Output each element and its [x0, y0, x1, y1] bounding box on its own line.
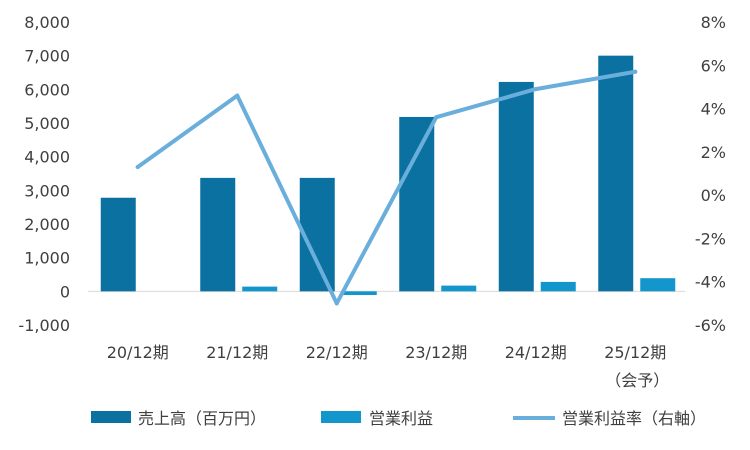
- left-axis-tick-label: 5,000: [24, 114, 70, 133]
- operating-margin-point: [533, 87, 538, 92]
- x-axis-category-label: 23/12期: [405, 343, 467, 362]
- right-axis-tick-label: -6%: [695, 316, 726, 335]
- x-axis-category-label: 25/12期: [604, 343, 666, 362]
- line-series: [135, 69, 638, 306]
- right-axis-tick-label: 4%: [701, 100, 726, 119]
- right-axis-tick-label: 2%: [701, 143, 726, 162]
- operating-margin-point: [334, 301, 339, 306]
- operating-margin-point: [434, 115, 439, 120]
- bar-operating-profit: [540, 281, 576, 292]
- left-axis-tick-label: -1,000: [18, 316, 70, 335]
- legend-swatch: [91, 411, 131, 423]
- bar-operating-profit: [640, 278, 676, 292]
- bar-operating-profit: [341, 291, 377, 296]
- legend-label: 営業利益: [369, 409, 433, 428]
- x-axis-category-sublabel: （会予）: [605, 371, 669, 390]
- bar-operating-profit: [242, 286, 278, 292]
- right-axis-tick-label: -2%: [695, 229, 726, 248]
- operating-margin-point: [235, 93, 240, 98]
- x-axis-category-label: 24/12期: [505, 343, 567, 362]
- legend-label: 売上高（百万円）: [138, 409, 266, 428]
- legend-swatch: [321, 411, 361, 423]
- left-axis-tick-label: 6,000: [24, 80, 70, 99]
- right-axis-tick-label: 0%: [701, 186, 726, 205]
- x-axis-category-label: 20/12期: [107, 343, 169, 362]
- operating-margin-point: [633, 69, 638, 74]
- legend: 売上高（百万円） 営業利益 営業利益率（右軸）: [91, 409, 706, 428]
- right-axis-tick-label: 8%: [701, 13, 726, 32]
- x-axis-category-labels: 20/12期 21/12期 22/12期 23/12期 24/12期 25/12期 （会予）: [107, 343, 670, 390]
- left-axis-tick-label: 0: [60, 282, 70, 301]
- left-axis-tick-label: 4,000: [24, 148, 70, 167]
- right-axis-tick-labels: 8% 6% 4% 2% 0% -2% -4% -6%: [695, 13, 726, 335]
- left-axis-tick-labels: 8,000 7,000 6,000 5,000 4,000 3,000 2,000 1,000…: [18, 13, 70, 335]
- x-axis-category-label: 22/12期: [306, 343, 368, 362]
- right-axis-tick-label: -4%: [695, 273, 726, 292]
- bar-sales: [100, 197, 136, 292]
- left-axis-tick-label: 8,000: [24, 13, 70, 32]
- bar-sales: [399, 116, 435, 292]
- left-axis-tick-label: 3,000: [24, 181, 70, 200]
- left-axis-tick-label: 2,000: [24, 215, 70, 234]
- right-axis-tick-label: 6%: [701, 56, 726, 75]
- bar-series: [100, 55, 676, 296]
- bar-sales: [598, 55, 634, 292]
- left-axis-tick-label: 7,000: [24, 47, 70, 66]
- bar-operating-profit: [441, 285, 477, 292]
- bar-sales: [200, 177, 236, 292]
- bar-sales: [498, 81, 534, 292]
- operating-margin-point: [135, 165, 140, 170]
- x-axis-category-label: 21/12期: [206, 343, 268, 362]
- left-axis-tick-label: 1,000: [24, 249, 70, 268]
- legend-label: 営業利益率（右軸）: [562, 409, 706, 428]
- operating-margin-line: [135, 69, 638, 306]
